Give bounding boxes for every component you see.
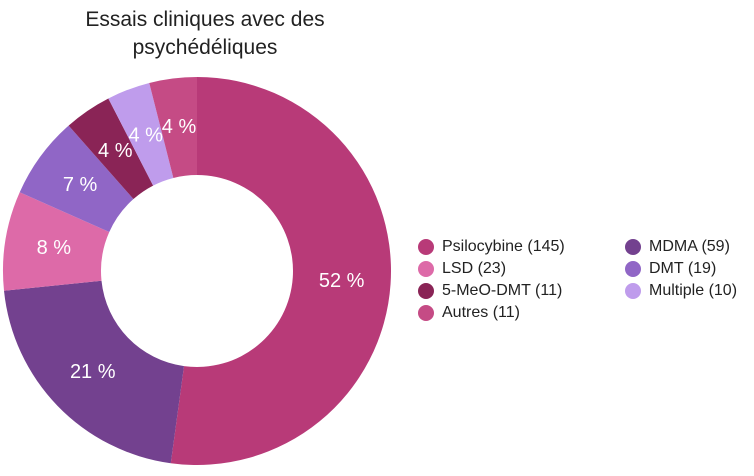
slice-label-mdma: 21 % xyxy=(70,361,116,383)
chart-title-line-2: psychédéliques xyxy=(132,36,278,59)
legend-swatch xyxy=(625,283,641,299)
legend-label: Autres (11) xyxy=(442,304,520,321)
legend-label: Multiple (10) xyxy=(649,282,738,299)
slice-label-dmt: 7 % xyxy=(63,174,98,196)
slice-label-psilocybine: 52 % xyxy=(319,270,365,292)
slice-label-lsd: 8 % xyxy=(37,237,72,259)
slice-5-meo-dmt xyxy=(68,98,154,200)
slice-mdma xyxy=(4,280,185,464)
legend-swatch xyxy=(418,305,434,321)
slice-psilocybine xyxy=(170,77,392,466)
legend-label: MDMA (59) xyxy=(649,238,730,255)
slice-label-multiple: 4 % xyxy=(128,124,163,146)
legend-swatch xyxy=(418,261,434,277)
legend-item-mdma: MDMA (59) xyxy=(625,236,730,258)
legend-item-dmt: DMT (19) xyxy=(625,258,716,280)
chart-title-line-1: Essais cliniques avec des xyxy=(85,8,325,31)
slice-lsd xyxy=(3,192,110,291)
slice-dmt xyxy=(19,125,134,233)
legend-item-5-meo-dmt: 5-MeO-DMT (11) xyxy=(418,280,562,302)
slice-autres xyxy=(149,77,197,178)
legend-item-psilocybine: Psilocybine (145) xyxy=(418,236,565,258)
legend-item-autres: Autres (11) xyxy=(418,302,520,324)
legend-swatch xyxy=(418,239,434,255)
slice-label-autres: 4 % xyxy=(162,116,197,138)
legend-item-multiple: Multiple (10) xyxy=(625,280,737,302)
chart-title: Essais cliniques avec des psychédéliques xyxy=(40,6,370,62)
legend-swatch xyxy=(418,283,434,299)
legend-item-lsd: LSD (23) xyxy=(418,258,506,280)
chart-legend: Psilocybine (145) LSD (23) 5-MeO-DMT (11) A… xyxy=(418,236,748,326)
legend-label: DMT (19) xyxy=(649,260,717,277)
legend-label: 5-MeO-DMT (11) xyxy=(442,282,563,299)
slice-multiple xyxy=(108,82,174,186)
legend-label: Psilocybine (145) xyxy=(442,238,565,255)
legend-label: LSD (23) xyxy=(442,260,507,277)
legend-swatch xyxy=(625,239,641,255)
slice-label-5-meo-dmt: 4 % xyxy=(98,140,133,162)
legend-swatch xyxy=(625,261,641,277)
